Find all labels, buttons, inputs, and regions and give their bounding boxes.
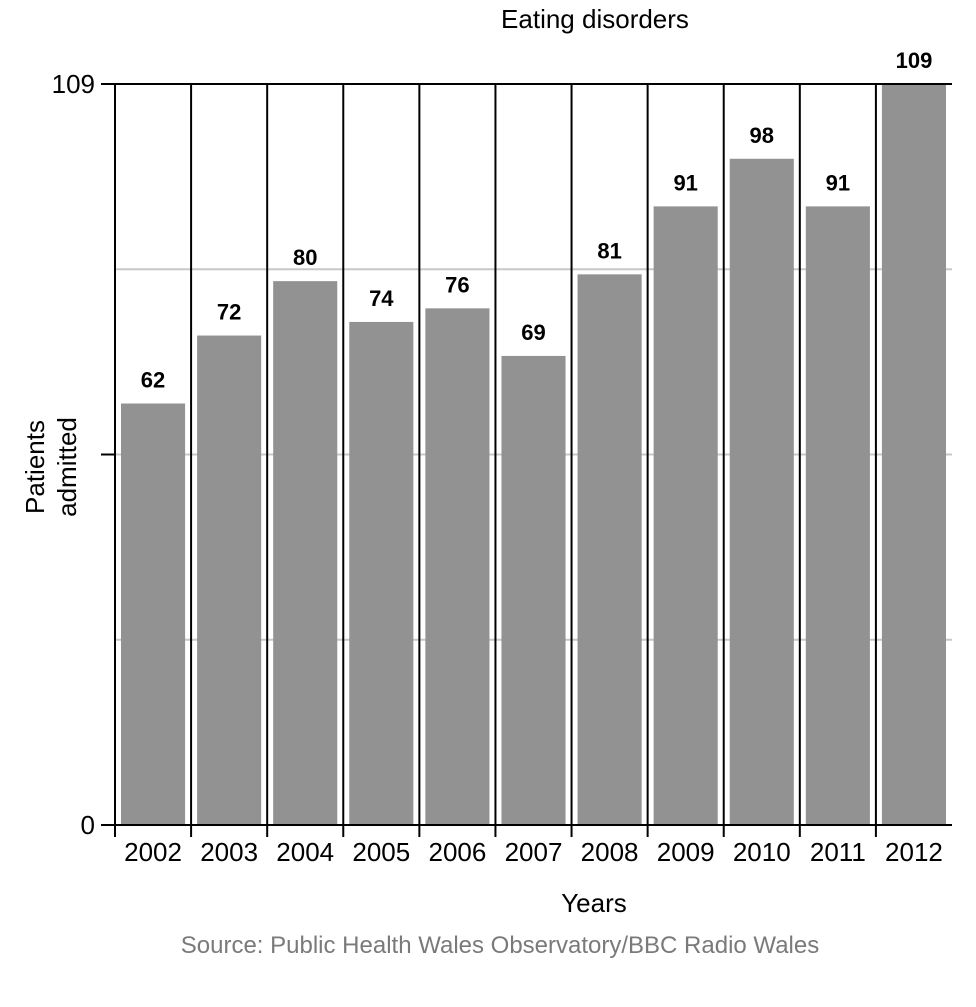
value-label-2010: 98 — [750, 123, 774, 148]
value-label-2011: 91 — [826, 170, 850, 195]
value-labels: 62 72 80 74 76 69 81 91 98 91 109 — [141, 48, 933, 393]
value-label-2005: 74 — [369, 286, 394, 311]
bar-2003 — [197, 335, 262, 825]
axes — [101, 83, 952, 837]
x-tick-label-2011: 2011 — [810, 837, 866, 867]
value-label-2006: 76 — [445, 272, 469, 297]
bar-2011 — [805, 206, 870, 826]
value-label-2008: 81 — [597, 238, 621, 263]
y-tick-label-109: 109 — [52, 69, 95, 99]
x-tick-labels: 2002 2003 2004 2005 2006 2007 2008 2009 2010 2011… — [124, 837, 943, 867]
x-tick-label-2006: 2006 — [428, 837, 486, 867]
value-label-2012: 109 — [896, 48, 933, 73]
y-axis-label-line-2: admitted — [52, 417, 82, 517]
value-label-2004: 80 — [293, 245, 317, 270]
x-axis-label: Years — [561, 888, 627, 918]
x-tick-label-2008: 2008 — [581, 837, 639, 867]
bar-2002 — [121, 403, 186, 825]
x-tick-label-2010: 2010 — [733, 837, 791, 867]
x-tick-label-2009: 2009 — [657, 837, 715, 867]
value-label-2002: 62 — [141, 368, 165, 393]
bar-2008 — [577, 274, 642, 825]
bar-2005 — [349, 321, 414, 825]
x-tick-label-2005: 2005 — [352, 837, 410, 867]
bar-2009 — [653, 206, 718, 826]
value-label-2003: 72 — [217, 300, 241, 325]
x-tick-label-2007: 2007 — [505, 837, 563, 867]
y-axis-label-line-1: Patients — [20, 420, 50, 514]
y-tick-labels: 0 109 — [52, 69, 95, 840]
category-dividers — [190, 84, 877, 837]
x-tick-label-2004: 2004 — [276, 837, 334, 867]
value-label-2007: 69 — [521, 320, 545, 345]
chart-title: Eating disorders — [501, 4, 689, 34]
value-label-2009: 91 — [673, 170, 697, 195]
source-note: Source: Public Health Wales Observatory/… — [181, 932, 819, 959]
y-tick-label-0: 0 — [81, 810, 95, 840]
bar-2007 — [501, 355, 566, 825]
x-tick-label-2003: 2003 — [200, 837, 258, 867]
bar-2010 — [729, 158, 794, 826]
bar-2006 — [425, 308, 490, 825]
bars — [121, 84, 946, 826]
bar-2012 — [881, 84, 946, 825]
bar-2004 — [273, 281, 338, 825]
x-tick-label-2012: 2012 — [885, 837, 943, 867]
x-tick-label-2002: 2002 — [124, 837, 182, 867]
